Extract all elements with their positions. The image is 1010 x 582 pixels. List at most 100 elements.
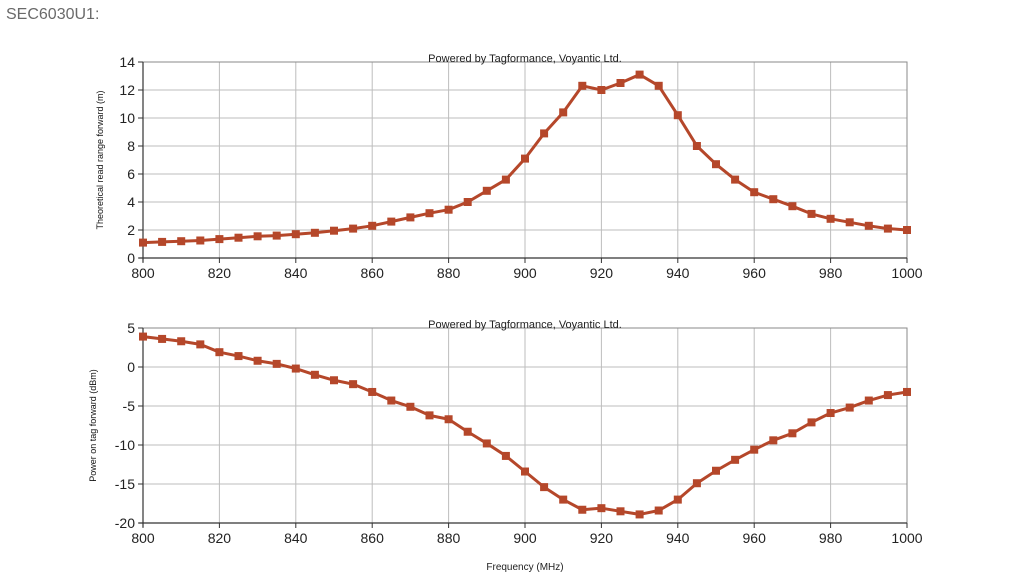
data-point	[903, 226, 911, 234]
y-tick-label: 10	[119, 110, 135, 126]
data-point	[635, 510, 644, 519]
data-point	[215, 348, 224, 357]
data-point	[272, 359, 281, 368]
data-point	[864, 221, 873, 230]
data-point	[291, 230, 300, 239]
x-tick-label: 820	[208, 265, 232, 281]
data-point	[712, 466, 720, 475]
data-point	[578, 505, 587, 514]
data-point	[406, 213, 415, 222]
x-tick-label: 860	[361, 265, 385, 281]
data-point	[158, 237, 167, 246]
data-point	[444, 205, 453, 214]
y-tick-label: 5	[127, 320, 135, 336]
x-tick-label: 860	[361, 530, 385, 546]
x-axis-label: Frequency (MHz)	[486, 562, 563, 573]
data-point	[463, 198, 472, 206]
y-tick-label: -20	[115, 515, 135, 531]
x-tick-label: 840	[284, 530, 308, 546]
data-point	[234, 233, 243, 242]
y-tick-label: -5	[123, 398, 136, 414]
y-tick-label: 0	[127, 250, 135, 266]
data-point	[692, 479, 701, 488]
y-axis-label: Theoretical read range forward (m)	[95, 90, 105, 229]
y-tick-label: 4	[127, 194, 135, 210]
data-point	[387, 396, 396, 405]
data-point	[807, 209, 816, 218]
data-point	[845, 218, 854, 227]
data-point	[406, 402, 415, 411]
x-tick-label: 840	[284, 265, 308, 281]
data-point	[769, 436, 778, 445]
data-point	[540, 129, 549, 138]
data-point	[559, 108, 568, 117]
data-point	[196, 340, 205, 349]
data-point	[597, 504, 606, 513]
data-point	[692, 142, 701, 150]
x-tick-label: 920	[590, 530, 614, 546]
data-point	[673, 111, 682, 120]
x-tick-label: 880	[437, 265, 461, 281]
x-tick-label: 900	[513, 265, 537, 281]
data-point	[501, 175, 510, 184]
data-point	[616, 507, 625, 516]
data-point	[712, 160, 720, 169]
data-point	[826, 409, 835, 418]
y-tick-label: -15	[115, 476, 135, 492]
data-point	[139, 332, 147, 341]
data-point	[349, 380, 358, 389]
data-point	[330, 226, 338, 235]
data-point	[559, 495, 568, 504]
data-point	[349, 224, 358, 233]
y-tick-label: -10	[115, 437, 135, 453]
x-tick-label: 800	[131, 530, 155, 546]
data-point	[387, 217, 396, 226]
x-tick-label: 980	[819, 530, 843, 546]
data-point	[253, 232, 262, 241]
data-point	[330, 376, 338, 385]
data-point	[883, 224, 892, 233]
y-axis-label: Power on tag forward (dBm)	[88, 369, 98, 482]
data-point	[253, 356, 262, 365]
x-tick-label: 1000	[891, 265, 922, 281]
x-tick-label: 940	[666, 265, 690, 281]
data-point	[616, 79, 625, 87]
data-point	[540, 483, 549, 492]
x-tick-label: 980	[819, 265, 843, 281]
data-point	[807, 418, 816, 427]
data-point	[501, 451, 510, 460]
y-tick-label: 12	[119, 82, 135, 98]
data-point	[750, 188, 759, 197]
data-point	[177, 237, 186, 246]
data-point	[597, 86, 606, 94]
data-point	[788, 429, 797, 438]
data-point	[654, 506, 663, 515]
chart-title: Powered by Tagformance, Voyantic Ltd.	[428, 53, 622, 65]
data-point	[425, 411, 434, 420]
x-tick-label: 900	[513, 530, 537, 546]
x-tick-label: 960	[743, 530, 767, 546]
x-tick-label: 940	[666, 530, 690, 546]
data-point	[521, 467, 529, 476]
chart-title: Powered by Tagformance, Voyantic Ltd.	[428, 319, 622, 331]
data-point	[310, 370, 319, 379]
data-point	[788, 202, 797, 211]
data-point	[234, 352, 243, 361]
data-point	[139, 238, 147, 247]
data-point	[215, 235, 224, 244]
x-tick-label: 1000	[891, 530, 922, 546]
y-tick-label: 0	[127, 359, 135, 375]
x-tick-label: 920	[590, 265, 614, 281]
data-point	[482, 439, 491, 448]
x-tick-label: 960	[743, 265, 767, 281]
data-point	[158, 334, 167, 343]
data-point	[673, 495, 682, 504]
data-point	[826, 214, 835, 223]
data-point	[272, 231, 281, 240]
y-tick-label: 8	[127, 138, 135, 154]
data-point	[750, 445, 759, 454]
page-label: SEC6030U1:	[6, 6, 100, 23]
data-point	[654, 81, 663, 90]
